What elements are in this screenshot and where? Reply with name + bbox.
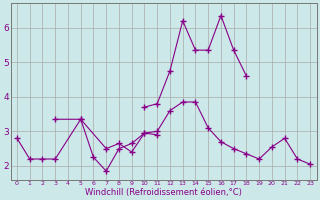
X-axis label: Windchill (Refroidissement éolien,°C): Windchill (Refroidissement éolien,°C) [85,188,242,197]
